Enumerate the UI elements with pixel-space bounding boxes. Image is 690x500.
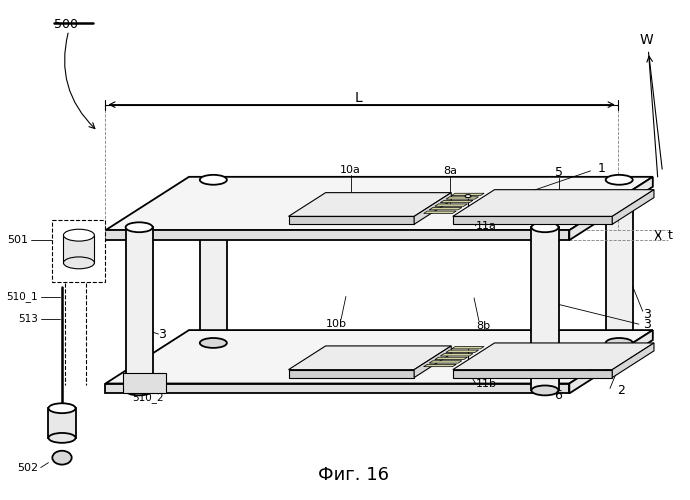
Polygon shape [453, 370, 612, 378]
Text: 11b: 11b [476, 379, 497, 389]
Text: 501: 501 [7, 235, 28, 245]
Polygon shape [414, 346, 451, 378]
Text: t: t [667, 228, 672, 241]
Ellipse shape [63, 257, 95, 269]
Polygon shape [106, 330, 653, 384]
Ellipse shape [52, 450, 72, 464]
Polygon shape [429, 361, 462, 363]
Polygon shape [63, 235, 95, 263]
Ellipse shape [531, 204, 558, 214]
Text: 502: 502 [17, 462, 38, 472]
Polygon shape [200, 180, 227, 343]
Text: 2: 2 [617, 384, 624, 397]
Polygon shape [435, 357, 467, 360]
Polygon shape [451, 193, 484, 196]
Polygon shape [288, 346, 451, 370]
Ellipse shape [531, 386, 558, 396]
Ellipse shape [606, 338, 633, 348]
Text: 1: 1 [598, 162, 605, 175]
Ellipse shape [465, 194, 471, 198]
Text: 11a: 11a [476, 221, 497, 231]
Text: 510_1: 510_1 [6, 292, 38, 302]
Text: 10b: 10b [326, 319, 347, 329]
Polygon shape [106, 230, 569, 240]
Polygon shape [453, 190, 654, 216]
Text: 10a: 10a [340, 165, 361, 175]
Polygon shape [440, 200, 473, 202]
Text: 5: 5 [555, 166, 562, 179]
Polygon shape [453, 343, 654, 369]
Polygon shape [106, 384, 569, 394]
Polygon shape [435, 204, 467, 206]
Text: 3: 3 [643, 318, 651, 330]
Ellipse shape [63, 229, 95, 241]
Polygon shape [569, 177, 653, 240]
Polygon shape [288, 192, 451, 216]
Ellipse shape [200, 338, 227, 348]
Text: 6: 6 [555, 389, 562, 402]
Polygon shape [106, 177, 653, 230]
Text: Фиг. 16: Фиг. 16 [318, 466, 389, 484]
Polygon shape [451, 346, 484, 349]
Polygon shape [612, 190, 654, 224]
Polygon shape [429, 208, 462, 210]
Polygon shape [48, 408, 75, 438]
Ellipse shape [48, 404, 75, 413]
Text: 513: 513 [18, 314, 38, 324]
Text: 3: 3 [159, 328, 166, 340]
Text: 8b: 8b [477, 320, 491, 330]
Polygon shape [531, 228, 558, 390]
Ellipse shape [606, 175, 633, 184]
Polygon shape [446, 350, 479, 352]
Polygon shape [288, 216, 414, 224]
FancyBboxPatch shape [52, 220, 106, 282]
Polygon shape [126, 228, 152, 390]
Text: L: L [355, 90, 362, 104]
Text: 500: 500 [55, 18, 78, 31]
Text: 3: 3 [643, 308, 651, 321]
Polygon shape [612, 343, 654, 378]
Polygon shape [446, 197, 479, 199]
Polygon shape [414, 192, 451, 224]
Ellipse shape [48, 433, 75, 443]
Polygon shape [606, 180, 633, 343]
Polygon shape [453, 216, 612, 224]
Text: 8a: 8a [443, 166, 457, 176]
Text: W: W [640, 34, 653, 48]
Polygon shape [440, 354, 473, 356]
Polygon shape [288, 370, 414, 378]
Ellipse shape [126, 386, 152, 396]
FancyBboxPatch shape [123, 373, 166, 393]
Ellipse shape [531, 222, 558, 232]
Ellipse shape [126, 222, 152, 232]
Polygon shape [569, 330, 653, 394]
Text: 510_2: 510_2 [132, 392, 164, 403]
Polygon shape [424, 211, 456, 214]
Ellipse shape [200, 175, 227, 184]
Polygon shape [424, 364, 456, 366]
